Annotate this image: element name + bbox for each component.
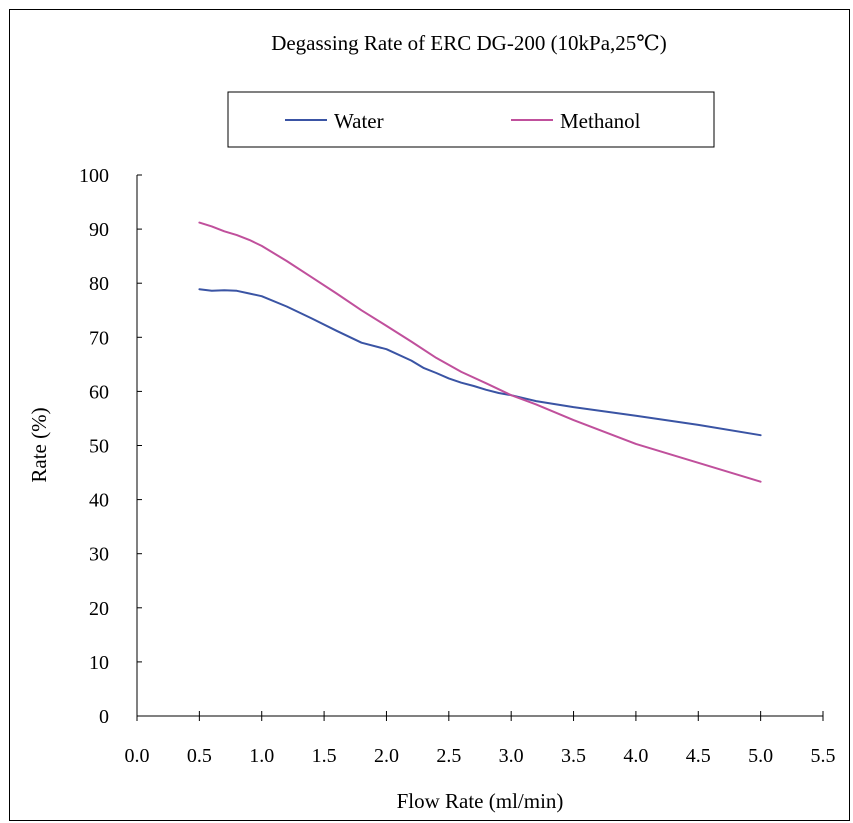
x-tick-label: 0.0 xyxy=(125,745,150,767)
y-tick-label: 70 xyxy=(89,327,109,349)
x-tick-label: 0.5 xyxy=(187,745,212,767)
y-axis-ticks: 0 10 20 30 40 50 60 70 80 90 100 xyxy=(79,165,142,728)
y-axis-title: Rate (%) xyxy=(27,407,51,482)
x-tick-label: 3.5 xyxy=(561,745,586,767)
x-tick-label: 2.0 xyxy=(374,745,399,767)
y-tick-label: 30 xyxy=(89,544,109,566)
series-lines xyxy=(198,221,762,483)
y-tick-label: 10 xyxy=(89,652,109,674)
x-tick-label: 1.0 xyxy=(249,745,274,767)
y-tick-label: 50 xyxy=(89,436,109,458)
y-tick-label: 80 xyxy=(89,273,109,295)
legend-label-water: Water xyxy=(334,109,384,133)
x-axis-ticks: 0.0 0.5 1.0 1.5 2.0 2.5 3.0 3.5 4.0 4.5 5.0 5.5 xyxy=(125,711,836,767)
y-tick-label: 60 xyxy=(89,381,109,403)
x-tick-label: 5.5 xyxy=(811,745,836,767)
y-tick-label: 90 xyxy=(89,219,109,241)
y-tick-label: 0 xyxy=(99,706,109,728)
x-tick-label: 4.0 xyxy=(623,745,648,767)
x-tick-label: 1.5 xyxy=(312,745,337,767)
x-tick-label: 5.0 xyxy=(748,745,773,767)
x-axis-title: Flow Rate (ml/min) xyxy=(397,789,564,813)
chart-title: Degassing Rate of ERC DG-200 (10kPa,25℃) xyxy=(271,31,667,55)
x-tick-label: 4.5 xyxy=(686,745,711,767)
series-line-water xyxy=(198,288,762,437)
y-tick-label: 40 xyxy=(89,490,109,512)
x-tick-label: 3.0 xyxy=(499,745,524,767)
y-tick-label: 20 xyxy=(89,598,109,620)
y-tick-label: 100 xyxy=(79,165,109,187)
legend-label-methanol: Methanol xyxy=(560,109,641,133)
series-line-methanol xyxy=(198,221,762,483)
x-tick-label: 2.5 xyxy=(436,745,461,767)
